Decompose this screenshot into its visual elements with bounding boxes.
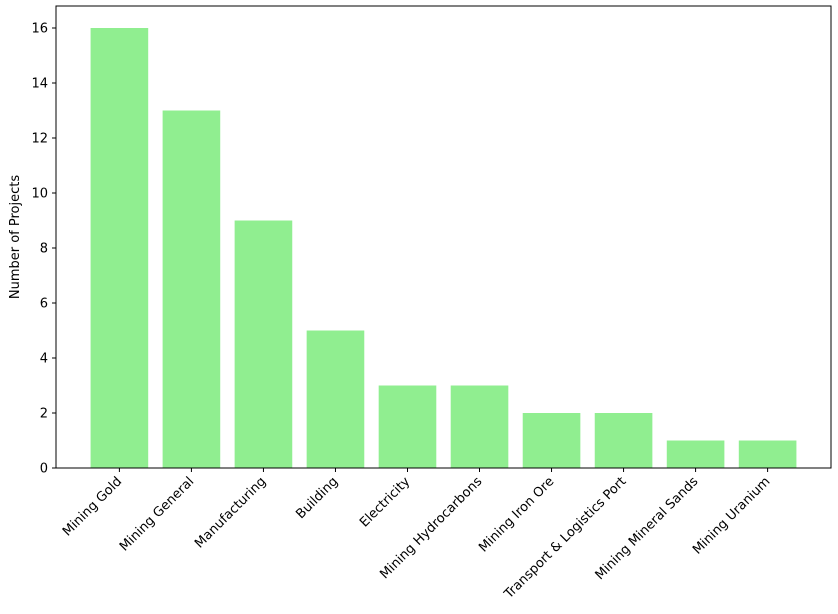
- bar: [738, 440, 797, 468]
- x-tick-label: Building: [293, 474, 341, 522]
- y-axis-label: Number of Projects: [8, 175, 23, 299]
- y-tick-label: 12: [31, 132, 48, 147]
- y-tick-label: 6: [40, 297, 48, 312]
- x-tick-label: Mining Iron Ore: [476, 474, 557, 555]
- y-tick-label: 8: [40, 242, 48, 257]
- x-tick-label: Manufacturing: [192, 474, 269, 551]
- bar: [450, 385, 509, 468]
- bar: [162, 110, 221, 468]
- bar: [378, 385, 437, 468]
- bar: [594, 413, 653, 468]
- y-tick-label: 4: [40, 352, 48, 367]
- bar: [306, 330, 365, 468]
- y-tick-label: 10: [31, 187, 48, 202]
- y-tick-label: 2: [40, 407, 48, 422]
- bar: [90, 28, 149, 468]
- x-tick-label: Electricity: [357, 474, 413, 530]
- bar: [522, 413, 581, 468]
- y-tick-label: 0: [40, 462, 48, 477]
- x-tick-label: Mining Gold: [60, 474, 125, 539]
- y-tick-label: 16: [31, 22, 48, 37]
- y-tick-label: 14: [31, 77, 48, 92]
- plot-frame: [55, 5, 832, 469]
- x-tick-label: Mining General: [117, 474, 197, 554]
- x-tick-label: Mining Uranium: [690, 474, 773, 557]
- bar: [234, 220, 293, 468]
- bar: [666, 440, 725, 468]
- x-tick-label: Transport & Logistics Port: [501, 474, 629, 602]
